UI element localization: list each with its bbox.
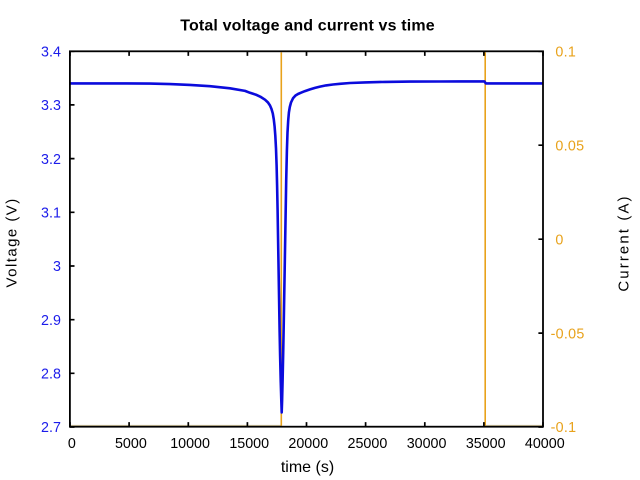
svg-text:10000: 10000 [170,436,210,452]
svg-text:3: 3 [53,259,61,275]
svg-text:15000: 15000 [229,436,269,452]
svg-text:0: 0 [555,232,563,248]
svg-text:5000: 5000 [115,436,147,452]
svg-text:25000: 25000 [348,436,388,452]
svg-text:3.1: 3.1 [41,206,61,222]
svg-text:20000: 20000 [288,436,328,452]
svg-text:-0.05: -0.05 [551,326,585,342]
svg-text:0: 0 [68,436,76,452]
svg-text:Total voltage and current vs t: Total voltage and current vs time [180,18,435,35]
svg-text:Current (A): Current (A) [616,194,633,291]
svg-text:2.9: 2.9 [41,313,61,329]
svg-text:2.8: 2.8 [41,367,61,383]
svg-text:0.1: 0.1 [555,45,576,61]
svg-text:time (s): time (s) [281,459,334,476]
svg-text:0.05: 0.05 [555,138,584,154]
svg-text:3.4: 3.4 [41,45,61,61]
svg-text:Voltage (V): Voltage (V) [4,197,21,287]
svg-text:3.2: 3.2 [41,152,61,168]
svg-text:2.7: 2.7 [41,420,61,436]
svg-text:3.3: 3.3 [41,98,61,114]
svg-text:30000: 30000 [407,436,447,452]
svg-text:-0.1: -0.1 [551,420,577,436]
svg-text:35000: 35000 [466,436,506,452]
svg-text:40000: 40000 [525,436,565,452]
